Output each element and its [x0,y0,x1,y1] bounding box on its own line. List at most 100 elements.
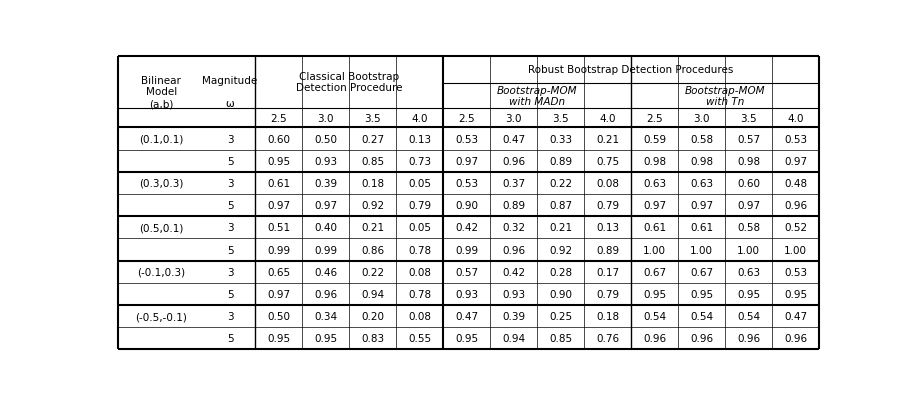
Text: 5: 5 [227,289,233,299]
Text: 0.79: 0.79 [596,200,619,211]
Text: 0.89: 0.89 [549,156,572,166]
Text: 0.99: 0.99 [267,245,291,255]
Text: 0.63: 0.63 [737,267,760,277]
Text: 0.76: 0.76 [596,333,619,343]
Text: 5: 5 [227,156,233,166]
Text: 4.0: 4.0 [411,113,428,123]
Text: 0.65: 0.65 [267,267,291,277]
Text: 0.25: 0.25 [549,311,572,321]
Text: 0.46: 0.46 [314,267,337,277]
Text: 0.54: 0.54 [643,311,666,321]
Text: 0.47: 0.47 [455,311,478,321]
Text: 3.0: 3.0 [505,113,522,123]
Text: 0.61: 0.61 [267,179,291,188]
Text: 1.00: 1.00 [784,245,807,255]
Text: 1.00: 1.00 [737,245,760,255]
Text: 0.99: 0.99 [314,245,337,255]
Text: 0.47: 0.47 [502,134,526,144]
Text: 0.85: 0.85 [361,156,384,166]
Text: 0.34: 0.34 [314,311,337,321]
Text: 0.21: 0.21 [361,223,384,233]
Text: 0.42: 0.42 [455,223,478,233]
Text: 0.95: 0.95 [314,333,337,343]
Text: 0.78: 0.78 [409,289,431,299]
Text: 0.97: 0.97 [314,200,337,211]
Text: 0.97: 0.97 [267,289,291,299]
Text: 0.96: 0.96 [502,245,526,255]
Text: 0.89: 0.89 [596,245,619,255]
Text: 1.00: 1.00 [690,245,713,255]
Text: 3: 3 [227,311,233,321]
Text: 4.0: 4.0 [600,113,616,123]
Text: 0.95: 0.95 [737,289,760,299]
Text: 3.0: 3.0 [694,113,710,123]
Text: 0.13: 0.13 [596,223,619,233]
Text: 0.58: 0.58 [690,134,713,144]
Text: 0.83: 0.83 [361,333,384,343]
Text: 2.5: 2.5 [271,113,287,123]
Text: 2.5: 2.5 [459,113,475,123]
Text: 0.90: 0.90 [455,200,478,211]
Text: 0.18: 0.18 [361,179,384,188]
Text: 0.05: 0.05 [409,223,431,233]
Text: 0.89: 0.89 [502,200,526,211]
Text: 0.39: 0.39 [314,179,337,188]
Text: 0.95: 0.95 [267,333,291,343]
Text: 0.60: 0.60 [737,179,760,188]
Text: 0.97: 0.97 [737,200,760,211]
Text: 0.67: 0.67 [643,267,666,277]
Text: 0.94: 0.94 [361,289,384,299]
Text: 0.99: 0.99 [455,245,478,255]
Text: (0.5,0.1): (0.5,0.1) [139,223,184,233]
Text: Robust Bootstrap Detection Procedures: Robust Bootstrap Detection Procedures [528,65,734,75]
Text: 0.96: 0.96 [784,200,807,211]
Text: 0.79: 0.79 [596,289,619,299]
Text: Bilinear
Model
(a,b): Bilinear Model (a,b) [142,76,181,109]
Text: 0.97: 0.97 [643,200,666,211]
Text: 5: 5 [227,200,233,211]
Text: 0.92: 0.92 [361,200,384,211]
Text: 0.47: 0.47 [784,311,807,321]
Text: 0.39: 0.39 [502,311,526,321]
Text: 0.13: 0.13 [409,134,431,144]
Text: 0.42: 0.42 [502,267,526,277]
Text: 0.61: 0.61 [643,223,666,233]
Text: 0.21: 0.21 [549,223,572,233]
Text: 0.18: 0.18 [596,311,619,321]
Text: 0.54: 0.54 [737,311,760,321]
Text: Magnitude

ω: Magnitude ω [202,76,258,109]
Text: 0.73: 0.73 [409,156,431,166]
Text: 0.22: 0.22 [361,267,384,277]
Text: 0.97: 0.97 [267,200,291,211]
Text: 0.53: 0.53 [784,267,807,277]
Text: (-0.5,-0.1): (-0.5,-0.1) [135,311,187,321]
Text: 3: 3 [227,223,233,233]
Text: 0.78: 0.78 [409,245,431,255]
Text: 0.63: 0.63 [690,179,713,188]
Text: (0.1,0.1): (0.1,0.1) [139,134,184,144]
Text: 0.96: 0.96 [737,333,760,343]
Text: 3.0: 3.0 [317,113,334,123]
Text: 0.37: 0.37 [502,179,526,188]
Text: 0.05: 0.05 [409,179,431,188]
Text: 0.95: 0.95 [455,333,478,343]
Text: 0.94: 0.94 [502,333,526,343]
Text: 0.21: 0.21 [596,134,619,144]
Text: Bootstrap-MOM
with Tn: Bootstrap-MOM with Tn [685,85,765,107]
Text: 0.93: 0.93 [314,156,337,166]
Text: 0.61: 0.61 [690,223,713,233]
Text: 0.95: 0.95 [690,289,713,299]
Text: 0.67: 0.67 [690,267,713,277]
Text: 0.95: 0.95 [643,289,666,299]
Text: 0.93: 0.93 [502,289,526,299]
Text: (-0.1,0.3): (-0.1,0.3) [137,267,186,277]
Text: 0.60: 0.60 [267,134,291,144]
Text: 0.53: 0.53 [455,179,478,188]
Text: 1.00: 1.00 [643,245,666,255]
Text: 0.85: 0.85 [549,333,572,343]
Text: 0.40: 0.40 [314,223,337,233]
Text: 4.0: 4.0 [787,113,803,123]
Text: 0.95: 0.95 [784,289,807,299]
Text: 2.5: 2.5 [646,113,663,123]
Text: 0.97: 0.97 [455,156,478,166]
